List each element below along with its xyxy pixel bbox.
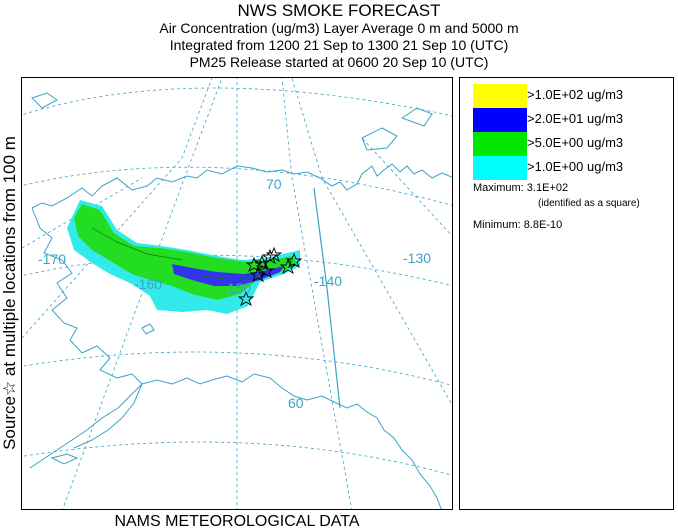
- legend-label-4: >1.0E+00 ug/m3: [527, 159, 624, 174]
- legend-swatch-green: [473, 132, 527, 156]
- coast-peninsula: [73, 383, 143, 449]
- legend-label-3: >5.0E+00 ug/m3: [527, 135, 624, 150]
- coast-west: [29, 207, 143, 469]
- coast-south: [141, 373, 442, 509]
- source-markers: [237, 246, 303, 307]
- plume-inner-lines: [91, 227, 263, 281]
- lon-line-m140: [281, 78, 353, 509]
- legend-item-1: >1.0E+02 ug/m3: [473, 84, 623, 108]
- smoke-map: 70 60 -170 -160 -150 -140 -130: [22, 78, 452, 509]
- lat-line-75: [22, 87, 452, 117]
- coast-islands-2: [31, 92, 58, 109]
- lon-line-m170: [22, 78, 213, 339]
- label-lat-60: 60: [288, 395, 304, 411]
- label-lon-m150: -150: [223, 280, 251, 296]
- title-line-4: PM25 Release started at 0600 20 Sep 10 (…: [189, 54, 489, 70]
- title-line-3: Integrated from 1200 21 Sep to 1300 21 S…: [169, 37, 509, 53]
- legend-swatch-cyan: [473, 156, 527, 180]
- lat-line-70: [22, 166, 452, 206]
- coastlines: [29, 92, 452, 509]
- source-star-1: [245, 256, 263, 273]
- lat-line-60: [22, 351, 452, 386]
- coast-islands-5: [400, 107, 433, 127]
- source-star-9: [257, 262, 275, 279]
- legend-swatch-blue: [473, 108, 527, 132]
- legend-item-2: >2.0E+01 ug/m3: [473, 108, 623, 132]
- source-side-label-container: Source☆ at multiple locations from 100 m: [0, 77, 20, 510]
- legend-panel: >1.0E+02 ug/m3 >2.0E+01 ug/m3 >5.0E+00 u…: [459, 77, 674, 510]
- label-lon-m140: -140: [314, 273, 342, 289]
- smoke-plume: [67, 200, 300, 314]
- title-line-2: Air Concentration (ug/m3) Layer Average …: [159, 20, 519, 36]
- lon-line-m180: [22, 177, 143, 249]
- plume-level-high: [172, 264, 284, 286]
- maximum-square: [259, 261, 266, 268]
- coast-islands-4: [361, 127, 398, 151]
- lon-line-m130: [291, 78, 452, 406]
- source-star-4: [265, 246, 283, 263]
- label-lon-m170: -170: [38, 251, 66, 267]
- legend-minimum: Minimum: 8.8E-10: [473, 219, 563, 231]
- lat-line-55: [22, 441, 452, 476]
- legend-swatch-yellow: [473, 84, 527, 108]
- legend-label-1: >1.0E+02 ug/m3: [527, 87, 624, 102]
- legend-maximum: Maximum: 3.1E+02: [473, 182, 569, 194]
- label-lon-m130: -130: [403, 250, 431, 266]
- latitude-lines: [22, 87, 452, 476]
- lon-line-m120: [361, 137, 452, 237]
- coast-arctic: [31, 163, 452, 209]
- map-panel: 70 60 -170 -160 -150 -140 -130: [21, 77, 453, 510]
- alaska-canada-border: [313, 187, 341, 409]
- legend-item-4: >1.0E+00 ug/m3: [473, 156, 623, 180]
- source-side-label: Source☆ at multiple locations from 100 m: [0, 136, 19, 450]
- legend-label-2: >2.0E+01 ug/m3: [527, 111, 624, 126]
- label-lat-70: 70: [266, 176, 282, 192]
- source-star-8: [237, 290, 255, 307]
- footer-data-source: NAMS METEOROLOGICAL DATA: [114, 513, 360, 530]
- title-line-1: NWS SMOKE FORECAST: [237, 1, 441, 20]
- source-star-2: [253, 254, 271, 271]
- legend-maximum-note: (identified as a square): [538, 198, 640, 209]
- source-star-5: [249, 266, 267, 283]
- coast-islands-3: [141, 323, 155, 335]
- legend-item-3: >5.0E+00 ug/m3: [473, 132, 623, 156]
- label-lon-m160: -160: [134, 276, 162, 292]
- coast-islands-1: [50, 453, 79, 465]
- source-star-7: [279, 258, 297, 275]
- source-star-6: [285, 252, 303, 269]
